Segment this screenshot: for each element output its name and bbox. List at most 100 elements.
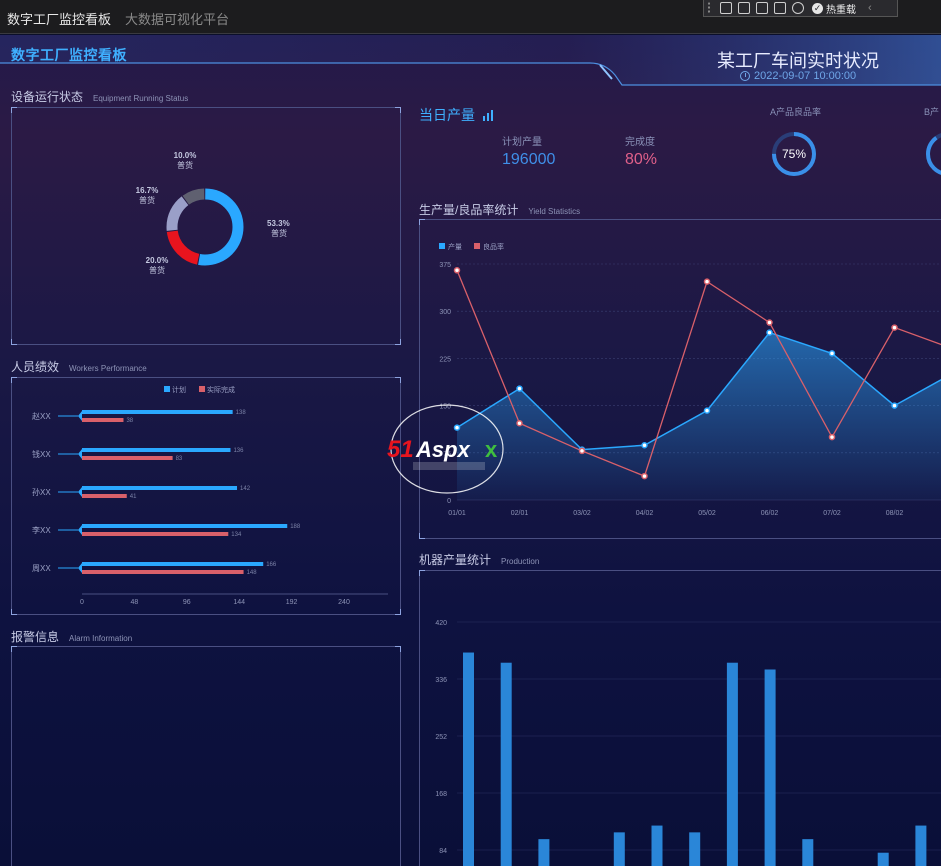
actual-bar-label: 38 bbox=[126, 418, 133, 424]
gauge-value: 75% bbox=[782, 147, 806, 161]
worker-name: 赵XX bbox=[32, 411, 51, 421]
actual-bar-label: 148 bbox=[247, 570, 258, 576]
production-title: 机器产量统计 bbox=[419, 553, 492, 567]
yield-panel: 产量 良品率 0 75 150 225 300 375 01/01 02/01 03/02 04/02… bbox=[419, 219, 941, 539]
pointer-icon[interactable] bbox=[738, 2, 750, 14]
daily-section-title: 当日产量 bbox=[419, 105, 494, 125]
bar-chart-icon bbox=[482, 110, 493, 121]
hot-reload-button[interactable]: ✓ 热重载 bbox=[812, 1, 856, 16]
daily-title: 当日产量 bbox=[419, 107, 475, 123]
y-tick-label: 0 bbox=[447, 498, 451, 505]
output-point bbox=[641, 441, 648, 449]
svg-text:x: x bbox=[485, 437, 498, 462]
slice-name-label: 普货 bbox=[271, 228, 287, 238]
x-tick-label: 06/02 bbox=[761, 510, 779, 517]
worker-name: 李XX bbox=[32, 525, 51, 535]
workers-title: 人员绩效 bbox=[11, 360, 60, 374]
actual-bar-label: 83 bbox=[176, 456, 183, 462]
tab-bigdata[interactable]: 大数据可视化平台 bbox=[125, 12, 230, 27]
y-tick-label: 75 bbox=[443, 451, 451, 458]
slice-percent-label: 16.7% bbox=[136, 186, 159, 195]
production-bar bbox=[651, 825, 663, 866]
x-tick-label: 96 bbox=[183, 599, 191, 606]
yield-point bbox=[516, 419, 523, 427]
plan-bar bbox=[82, 562, 264, 566]
plan-bar bbox=[82, 524, 288, 528]
svg-text:51: 51 bbox=[387, 436, 414, 463]
worker-name: 孙XX bbox=[32, 487, 51, 497]
clock-icon bbox=[740, 71, 750, 81]
y-tick-label: 168 bbox=[435, 791, 447, 798]
record-icon[interactable] bbox=[792, 2, 804, 14]
tab-dashboard[interactable]: 数字工厂监控看板 bbox=[7, 12, 112, 27]
actual-bar bbox=[82, 418, 124, 422]
worker-marker bbox=[78, 411, 82, 421]
plan-bar bbox=[82, 410, 233, 414]
x-tick-label: 08/02 bbox=[886, 510, 904, 517]
gauge-b: 9 bbox=[926, 132, 941, 176]
output-point bbox=[453, 424, 461, 431]
equipment-panel: 53.3% 普货 20.0% 普货 16.7% 普货 10.0% 普货 bbox=[11, 107, 401, 345]
slice-percent-label: 53.3% bbox=[267, 219, 290, 228]
donut-slice bbox=[166, 188, 244, 266]
hot-reload-label: 热重载 bbox=[826, 4, 856, 16]
yield-point bbox=[641, 472, 648, 480]
frame-icon[interactable] bbox=[756, 2, 768, 14]
plan-bar-label: 136 bbox=[233, 448, 244, 454]
y-tick-label: 300 bbox=[439, 309, 451, 316]
x-tick-label: 01/01 bbox=[448, 510, 466, 517]
alarm-title: 报警信息 bbox=[11, 630, 60, 644]
production-section-title: 机器产量统计 Production bbox=[419, 551, 539, 568]
legend-plan-label: 计划 bbox=[172, 385, 186, 394]
x-tick-label: 192 bbox=[286, 599, 298, 606]
production-bar bbox=[613, 832, 625, 866]
y-tick-label: 84 bbox=[439, 848, 447, 855]
equipment-section-title: 设备运行状态 Equipment Running Status bbox=[11, 88, 188, 105]
alarm-subtitle: Alarm Information bbox=[69, 634, 133, 643]
yield-point bbox=[828, 433, 836, 441]
yield-point bbox=[766, 319, 773, 326]
production-bar bbox=[802, 839, 814, 866]
dev-toolbar: ✓ 热重载 ‹ bbox=[703, 0, 898, 17]
workers-subtitle: Workers Performance bbox=[69, 364, 147, 373]
production-bar bbox=[726, 662, 738, 866]
page-title: 某工厂车间实时状况 bbox=[717, 51, 879, 71]
worker-marker bbox=[78, 449, 82, 459]
output-point bbox=[766, 329, 773, 336]
slice-percent-label: 10.0% bbox=[174, 151, 197, 160]
production-bar bbox=[877, 852, 889, 866]
slice-name-label: 普货 bbox=[139, 195, 155, 205]
output-point bbox=[516, 385, 523, 392]
worker-name: 钱XX bbox=[32, 449, 51, 459]
plan-bar-label: 188 bbox=[290, 524, 301, 530]
actual-bar-label: 134 bbox=[231, 532, 242, 538]
datetime: 2022-09-07 10:00:00 bbox=[740, 70, 856, 82]
donut-slice bbox=[166, 188, 244, 266]
yield-subtitle: Yield Statistics bbox=[528, 207, 581, 216]
output-area bbox=[457, 332, 941, 500]
select-element-icon[interactable] bbox=[720, 2, 732, 14]
worker-name: 周XX bbox=[32, 564, 51, 573]
workers-panel: 计划 实际完成 赵XX 138 38 钱XX 136 83 孙XX 142 41 李XX 188 134 周… bbox=[11, 377, 401, 615]
yield-point bbox=[703, 278, 711, 285]
gauge-a-label: A产品良品率 bbox=[770, 107, 822, 117]
x-tick-label: 240 bbox=[338, 599, 350, 606]
yield-line-chart: 产量 良品率 0 75 150 225 300 375 01/01 02/01 03/02 04/02… bbox=[439, 242, 941, 517]
legend-plan-swatch bbox=[164, 386, 170, 392]
production-subtitle: Production bbox=[501, 557, 540, 566]
plan-output-value: 196000 bbox=[502, 151, 556, 168]
completion-value: 80% bbox=[625, 151, 658, 168]
drag-handle-icon[interactable] bbox=[708, 2, 714, 14]
actual-bar bbox=[82, 532, 229, 536]
svg-text:Aspx: Aspx bbox=[415, 437, 471, 462]
plan-output-label: 计划产量 bbox=[502, 137, 542, 148]
y-tick-label: 150 bbox=[439, 404, 451, 411]
legend-actual-swatch bbox=[199, 386, 205, 392]
production-bar bbox=[764, 669, 776, 866]
chevron-left-icon[interactable]: ‹ bbox=[868, 2, 872, 14]
legend-output-label: 产量 bbox=[448, 242, 462, 251]
x-tick-label: 02/01 bbox=[511, 510, 529, 517]
inspect-icon[interactable] bbox=[774, 2, 786, 14]
completion-label: 完成度 bbox=[625, 137, 655, 148]
yield-point bbox=[578, 447, 586, 455]
